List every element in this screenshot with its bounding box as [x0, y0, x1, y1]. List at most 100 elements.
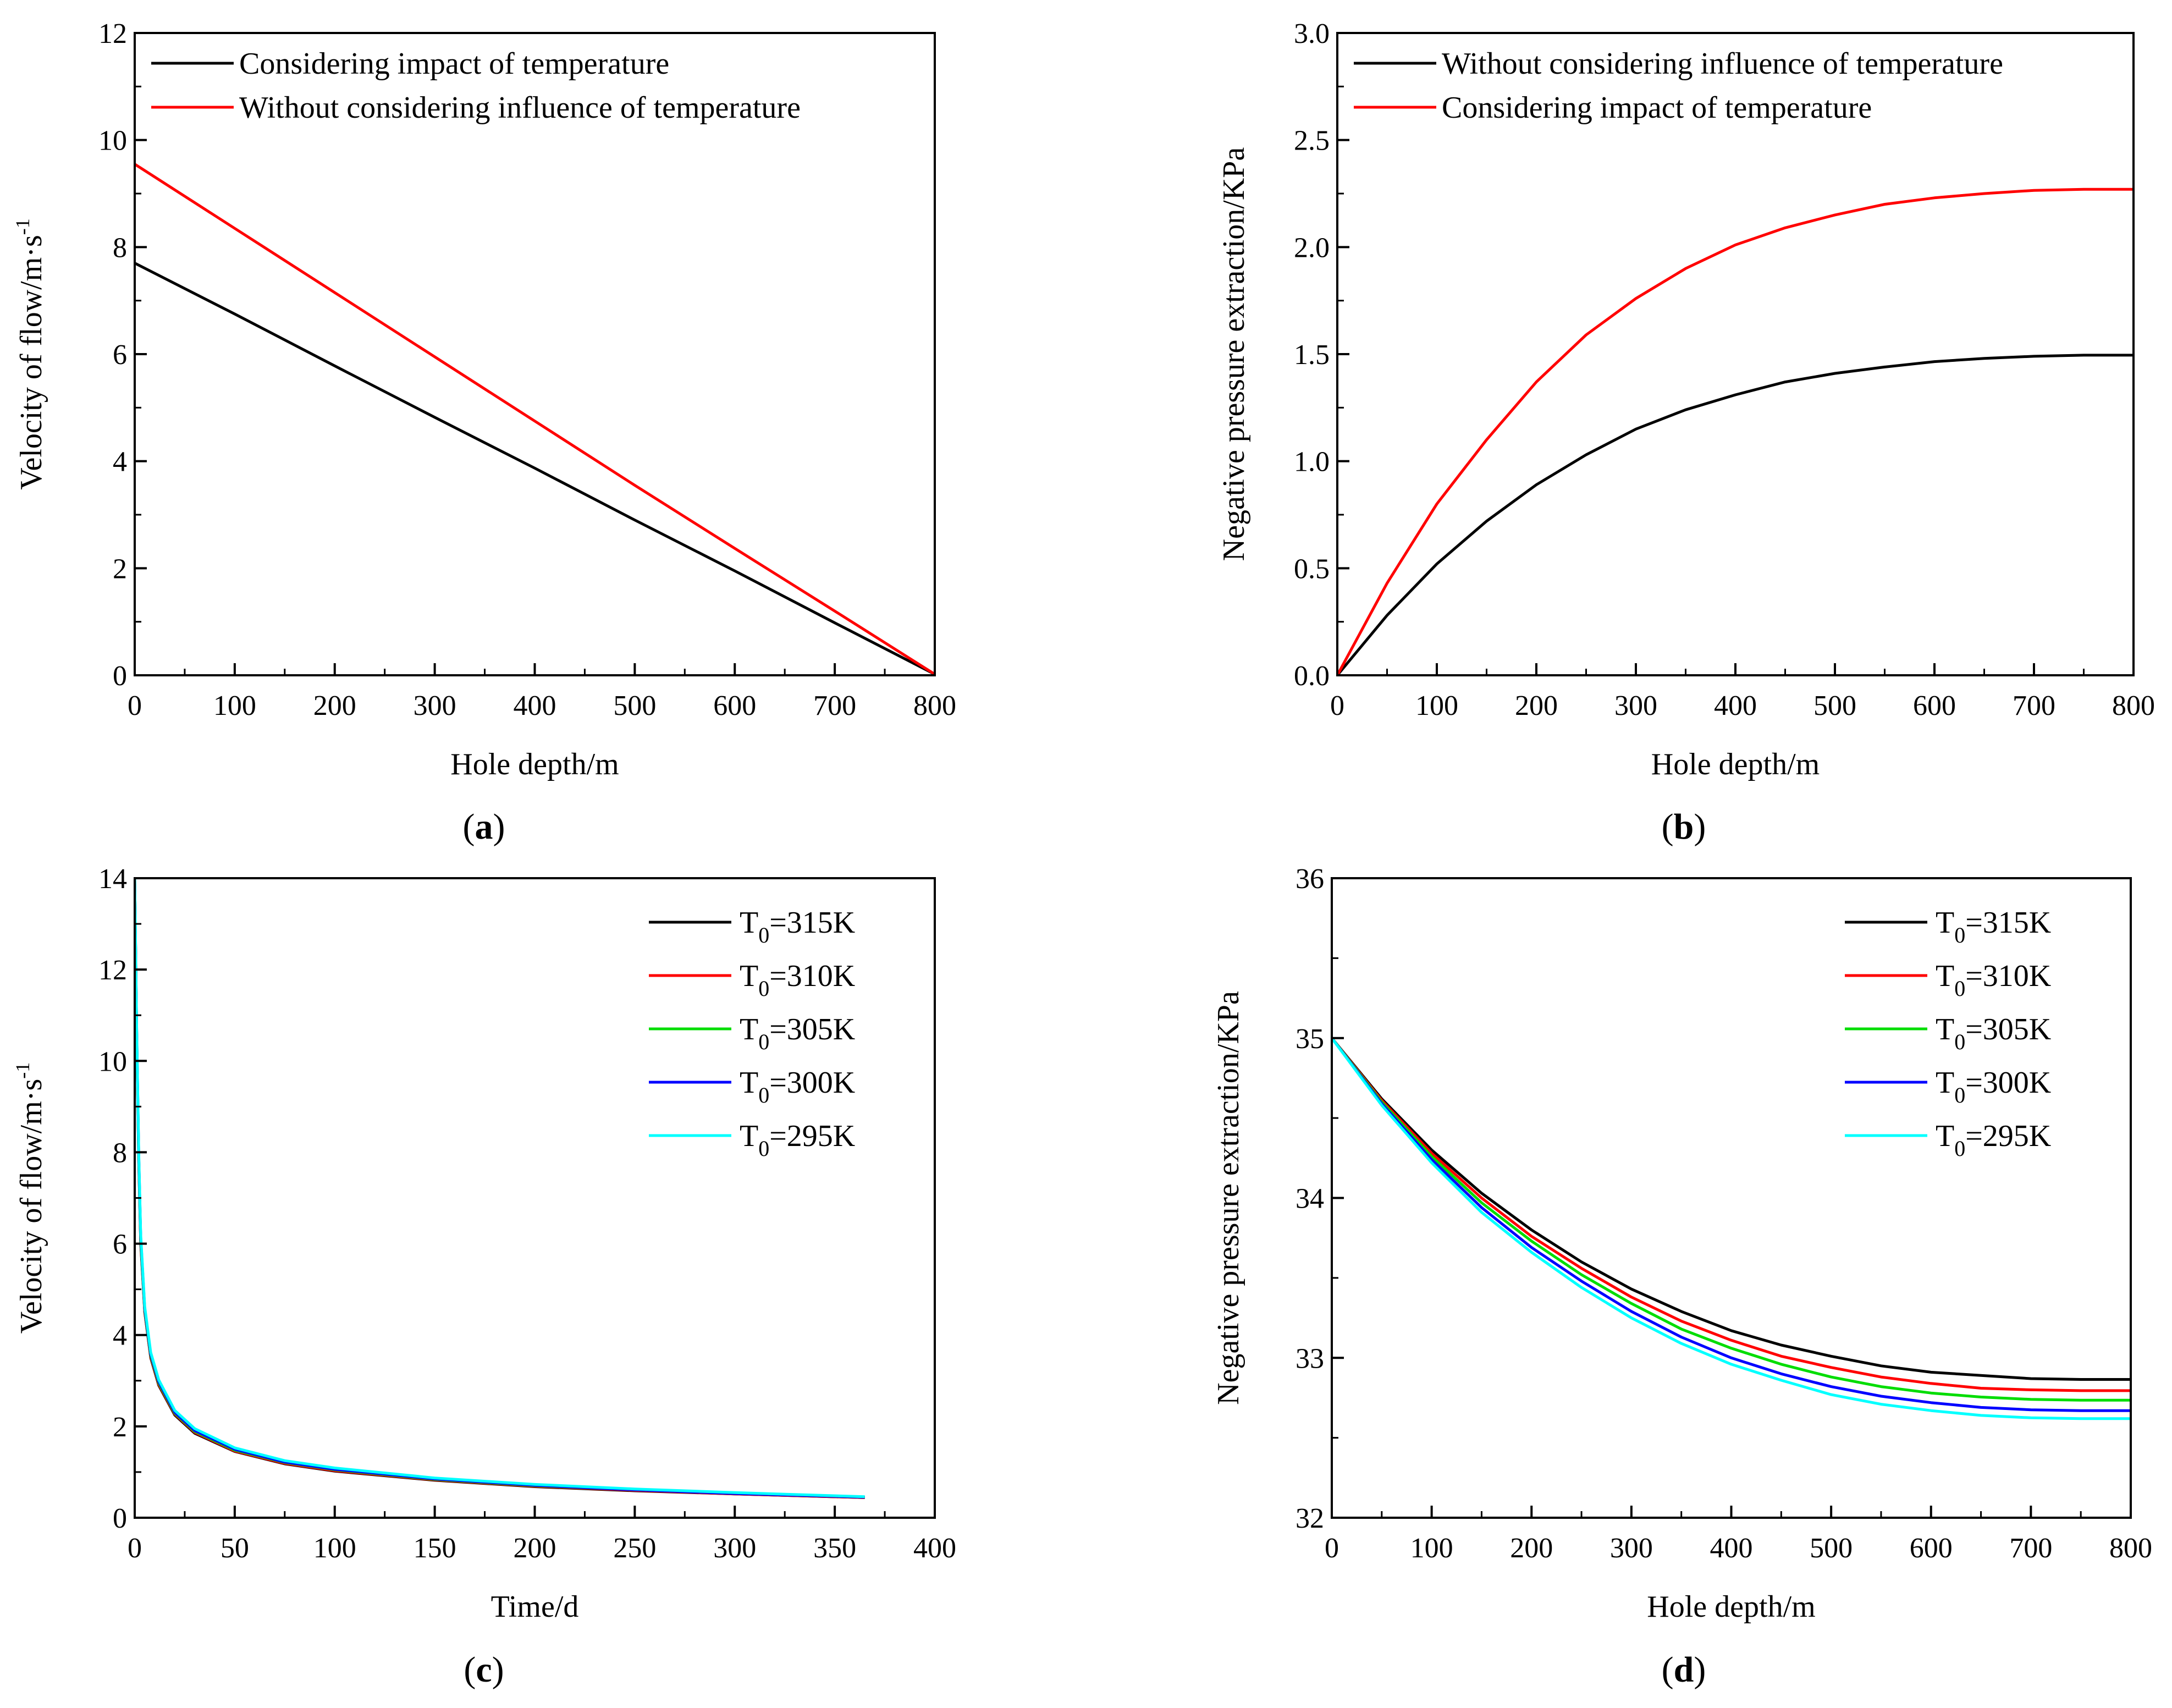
legend: Without considering influence of tempera… [1354, 47, 2003, 125]
series-line-2 [1332, 1037, 2131, 1392]
y-tick-label: 0.5 [1294, 553, 1330, 585]
x-tick-label: 0 [1330, 690, 1344, 721]
series-line-1 [135, 262, 935, 675]
x-tick-label: 100 [1410, 1533, 1453, 1564]
x-tick-label: 350 [813, 1533, 856, 1564]
y-tick-label: 6 [113, 1229, 127, 1260]
x-tick-label: 200 [313, 690, 356, 721]
y-tick-label: 1.0 [1294, 447, 1330, 478]
x-tick-label: 700 [2013, 690, 2055, 721]
x-tick-label: 100 [313, 1533, 356, 1564]
panel-d: 0 100 200 300 400 500 600 700 800 32 33 34 35 36 Hole … [1211, 863, 2152, 1690]
x-tick-label: 400 [1714, 690, 1757, 721]
y-tick-label: 4 [113, 447, 127, 478]
y-tick-label: 14 [98, 863, 127, 895]
y-tick-label: 0 [113, 660, 127, 692]
panel-b: 0 100 200 300 400 500 600 700 800 0.0 0.5 1.0 1.5 2.0… [1217, 18, 2155, 847]
plot-frame [1336, 32, 2135, 676]
x-tick-label: 300 [713, 1533, 756, 1564]
x-tick-label: 200 [514, 1533, 556, 1564]
legend-label-2: Without considering influence of tempera… [239, 91, 801, 125]
plot-frame [134, 32, 936, 676]
y-tick-label: 2.0 [1294, 232, 1330, 263]
x-tick-label: 0 [1325, 1533, 1339, 1564]
x-tick-label: 600 [1910, 1533, 1953, 1564]
y-tick-label: 33 [1296, 1343, 1324, 1374]
series-line-3 [1332, 1037, 2131, 1402]
legend: T0=315K T0=310K T0=305K T0=300K T0=295K [649, 906, 855, 1161]
legend-label-5: T0=295K [740, 1119, 855, 1161]
y-tick-label: 10 [98, 125, 127, 157]
y-tick-label: 8 [113, 232, 127, 263]
x-tick-label: 400 [1710, 1533, 1753, 1564]
x-tick-label: 0 [128, 1533, 142, 1564]
x-axis-label: Time/d [491, 1590, 579, 1624]
y-axis-label: Velocity of flow/m·s-1 [12, 1062, 48, 1334]
x-tick-label: 300 [414, 690, 456, 721]
y-tick-label: 1.5 [1294, 339, 1330, 371]
x-tick-label: 700 [2009, 1533, 2052, 1564]
x-tick-label: 100 [213, 690, 256, 721]
x-tick-label: 500 [613, 690, 656, 721]
x-tick-label: 150 [414, 1533, 456, 1564]
y-tick-label: 35 [1296, 1023, 1324, 1055]
panel-label: (d) [1662, 1650, 1706, 1690]
legend-label-1: Without considering influence of tempera… [1442, 47, 2003, 81]
x-tick-label: 600 [1913, 690, 1956, 721]
x-tick-label: 500 [1813, 690, 1856, 721]
y-tick-label: 8 [113, 1137, 127, 1169]
y-tick-label: 12 [98, 955, 127, 986]
series-group [135, 878, 865, 1499]
legend-label-4: T0=300K [740, 1066, 855, 1108]
y-tick-label: 0.0 [1294, 660, 1330, 692]
series-group [135, 163, 935, 675]
y-tick-label: 12 [98, 18, 127, 49]
series-group [1332, 1037, 2131, 1420]
y-tick-label: 32 [1296, 1503, 1324, 1534]
y-axis-label: Negative pressure extraction/KPa [1217, 147, 1251, 561]
x-axis-label: Hole depth/m [1647, 1590, 1815, 1624]
panel-label: (b) [1662, 807, 1706, 847]
series-line-4 [1332, 1037, 2131, 1412]
series-line-2 [1337, 188, 2134, 675]
x-tick-label: 100 [1415, 690, 1458, 721]
y-tick-label: 34 [1296, 1183, 1324, 1215]
series-line-2 [135, 163, 935, 675]
x-tick-label: 0 [128, 690, 142, 721]
x-tick-label: 200 [1510, 1533, 1553, 1564]
y-tick-label: 36 [1296, 863, 1324, 895]
series-group [1337, 188, 2134, 675]
x-tick-label: 50 [220, 1533, 249, 1564]
x-tick-label: 300 [1610, 1533, 1653, 1564]
panel-a: 0 100 200 300 400 500 600 700 800 0 2 4 6 8 10 12 Hole d… [12, 18, 956, 847]
series-line-5 [135, 878, 865, 1498]
panel-c: 0 50 100 150 200 250 300 350 400 0 2 4 6 8 10 12 14 Time/… [12, 863, 956, 1690]
y-tick-label: 6 [113, 339, 127, 371]
x-tick-label: 400 [913, 1533, 956, 1564]
legend-label-3: T0=305K [740, 1012, 855, 1054]
legend-label-2: T0=310K [1936, 959, 2051, 1001]
legend: T0=315K T0=310K T0=305K T0=300K T0=295K [1845, 906, 2051, 1161]
legend-label-1: Considering impact of temperature [239, 47, 669, 81]
legend: Considering impact of temperature Without… [151, 47, 801, 125]
legend-label-4: T0=300K [1936, 1066, 2051, 1108]
x-tick-label: 800 [2109, 1533, 2152, 1564]
series-line-1 [1332, 1037, 2131, 1381]
legend-label-1: T0=315K [740, 906, 855, 947]
x-axis-label: Hole depth/m [1651, 747, 1820, 781]
panel-label: (a) [463, 807, 505, 847]
y-axis-label: Velocity of flow/m·s-1 [12, 218, 48, 489]
series-line-5 [1332, 1037, 2131, 1420]
x-tick-label: 800 [2112, 690, 2155, 721]
x-tick-label: 400 [514, 690, 556, 721]
series-line-1 [1337, 354, 2134, 675]
panel-label: (c) [464, 1650, 504, 1690]
x-tick-label: 800 [913, 690, 956, 721]
x-tick-label: 250 [613, 1533, 656, 1564]
x-tick-label: 700 [813, 690, 856, 721]
y-tick-label: 2.5 [1294, 125, 1330, 157]
legend-label-3: T0=305K [1936, 1012, 2051, 1054]
legend-label-2: T0=310K [740, 959, 855, 1001]
y-tick-label: 2 [113, 1412, 127, 1443]
